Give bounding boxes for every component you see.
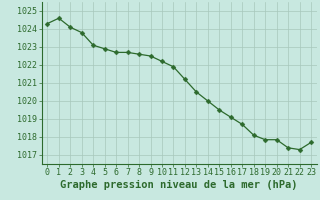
X-axis label: Graphe pression niveau de la mer (hPa): Graphe pression niveau de la mer (hPa): [60, 180, 298, 190]
